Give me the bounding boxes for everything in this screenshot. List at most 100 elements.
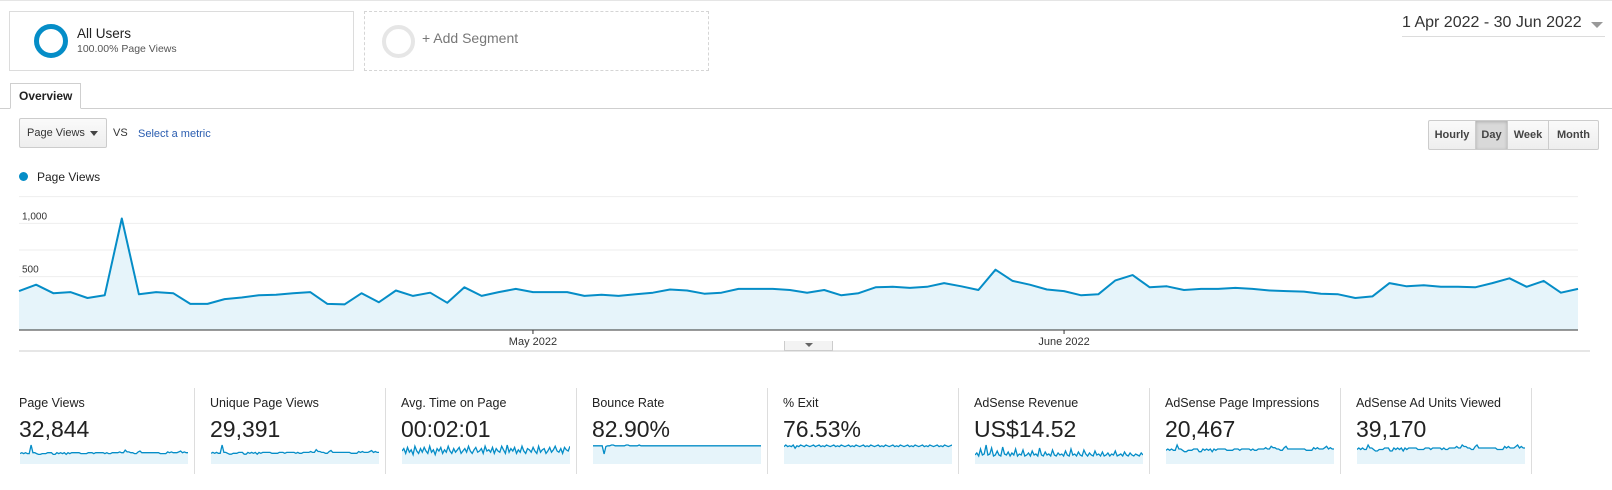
data-point[interactable] xyxy=(993,267,999,273)
data-point[interactable] xyxy=(119,216,125,222)
granularity-month-button[interactable]: Month xyxy=(1548,120,1599,150)
data-point[interactable] xyxy=(1438,284,1444,290)
add-segment-card[interactable]: + Add Segment xyxy=(364,11,709,71)
data-point[interactable] xyxy=(1558,290,1564,296)
data-point[interactable] xyxy=(513,286,519,292)
data-point[interactable] xyxy=(1318,291,1324,297)
data-point[interactable] xyxy=(1369,293,1375,299)
data-point[interactable] xyxy=(856,290,862,296)
data-point[interactable] xyxy=(393,288,399,294)
data-point[interactable] xyxy=(1147,284,1153,290)
data-point[interactable] xyxy=(205,301,211,307)
data-point[interactable] xyxy=(1301,289,1307,295)
data-point[interactable] xyxy=(907,285,913,291)
data-point[interactable] xyxy=(941,280,947,286)
data-point[interactable] xyxy=(1387,280,1393,286)
scorecard[interactable]: Page Views 32,844 xyxy=(19,388,195,474)
data-point[interactable] xyxy=(701,291,707,297)
data-point[interactable] xyxy=(821,287,827,293)
data-point[interactable] xyxy=(136,291,142,297)
data-point[interactable] xyxy=(1335,291,1341,297)
chart-collapse-handle[interactable] xyxy=(784,341,833,351)
data-point[interactable] xyxy=(239,295,245,301)
data-point[interactable] xyxy=(975,287,981,293)
data-point[interactable] xyxy=(1472,284,1478,290)
data-point[interactable] xyxy=(1541,278,1547,284)
data-point[interactable] xyxy=(564,289,570,295)
data-point[interactable] xyxy=(1027,282,1033,288)
select-metric-link[interactable]: Select a metric xyxy=(138,128,211,140)
data-point[interactable] xyxy=(1112,277,1118,283)
data-point[interactable] xyxy=(616,293,622,299)
scorecard[interactable]: Unique Page Views 29,391 xyxy=(210,388,386,474)
data-point[interactable] xyxy=(1232,285,1238,291)
scorecard[interactable]: AdSense Ad Units Viewed 39,170 xyxy=(1356,388,1532,474)
scorecard[interactable]: AdSense Revenue US$14.52 xyxy=(974,388,1150,474)
data-point[interactable] xyxy=(890,284,896,290)
data-point[interactable] xyxy=(530,289,536,295)
date-range-picker[interactable]: 1 Apr 2022 - 30 Jun 2022 xyxy=(1402,13,1605,37)
data-point[interactable] xyxy=(16,288,22,294)
data-point[interactable] xyxy=(427,290,433,296)
data-point[interactable] xyxy=(924,284,930,290)
data-point[interactable] xyxy=(479,293,485,299)
data-point[interactable] xyxy=(684,288,690,294)
data-point[interactable] xyxy=(85,295,91,301)
data-point[interactable] xyxy=(324,301,330,307)
data-point[interactable] xyxy=(1352,295,1358,301)
data-point[interactable] xyxy=(736,286,742,292)
data-point[interactable] xyxy=(1198,286,1204,292)
data-point[interactable] xyxy=(1455,284,1461,290)
data-point[interactable] xyxy=(1267,288,1273,294)
data-point[interactable] xyxy=(1181,287,1187,293)
data-point[interactable] xyxy=(1250,286,1256,292)
data-point[interactable] xyxy=(667,287,673,293)
data-point[interactable] xyxy=(222,296,228,302)
granularity-hourly-button[interactable]: Hourly xyxy=(1428,120,1476,150)
data-point[interactable] xyxy=(444,300,450,306)
data-point[interactable] xyxy=(1507,275,1513,281)
data-point[interactable] xyxy=(633,291,639,297)
scorecard[interactable]: Avg. Time on Page 00:02:01 xyxy=(401,388,577,474)
data-point[interactable] xyxy=(342,301,348,307)
tab-overview[interactable]: Overview xyxy=(10,83,82,109)
granularity-day-button[interactable]: Day xyxy=(1475,120,1508,150)
data-point[interactable] xyxy=(1404,283,1410,289)
data-point[interactable] xyxy=(187,301,193,307)
data-point[interactable] xyxy=(873,284,879,290)
data-point[interactable] xyxy=(102,292,108,298)
data-point[interactable] xyxy=(359,290,365,296)
data-point[interactable] xyxy=(410,293,416,299)
data-point[interactable] xyxy=(33,282,39,288)
data-point[interactable] xyxy=(1489,280,1495,286)
data-point[interactable] xyxy=(50,290,56,296)
metric-dropdown[interactable]: Page Views xyxy=(19,118,107,148)
data-point[interactable] xyxy=(1164,283,1170,289)
data-point[interactable] xyxy=(1078,292,1084,298)
data-point[interactable] xyxy=(838,292,844,298)
data-point[interactable] xyxy=(650,290,656,296)
data-point[interactable] xyxy=(1061,288,1067,294)
data-point[interactable] xyxy=(1095,291,1101,297)
data-point[interactable] xyxy=(496,289,502,295)
granularity-week-button[interactable]: Week xyxy=(1507,120,1549,150)
data-point[interactable] xyxy=(67,289,73,295)
data-point[interactable] xyxy=(958,283,964,289)
scorecard[interactable]: AdSense Page Impressions 20,467 xyxy=(1165,388,1341,474)
add-segment-link[interactable]: + Add Segment xyxy=(422,30,519,46)
segment-all-users[interactable]: All Users 100.00% Page Views xyxy=(9,11,354,71)
data-point[interactable] xyxy=(376,299,382,305)
data-point[interactable] xyxy=(1010,278,1016,284)
scorecard[interactable]: Bounce Rate 82.90% xyxy=(592,388,768,474)
data-point[interactable] xyxy=(547,289,553,295)
data-point[interactable] xyxy=(1215,286,1221,292)
data-point[interactable] xyxy=(256,292,262,298)
data-point[interactable] xyxy=(290,290,296,296)
data-point[interactable] xyxy=(1575,286,1581,292)
data-point[interactable] xyxy=(770,286,776,292)
data-point[interactable] xyxy=(1524,284,1530,290)
data-point[interactable] xyxy=(461,284,467,290)
data-point[interactable] xyxy=(753,286,759,292)
data-point[interactable] xyxy=(1284,288,1290,294)
